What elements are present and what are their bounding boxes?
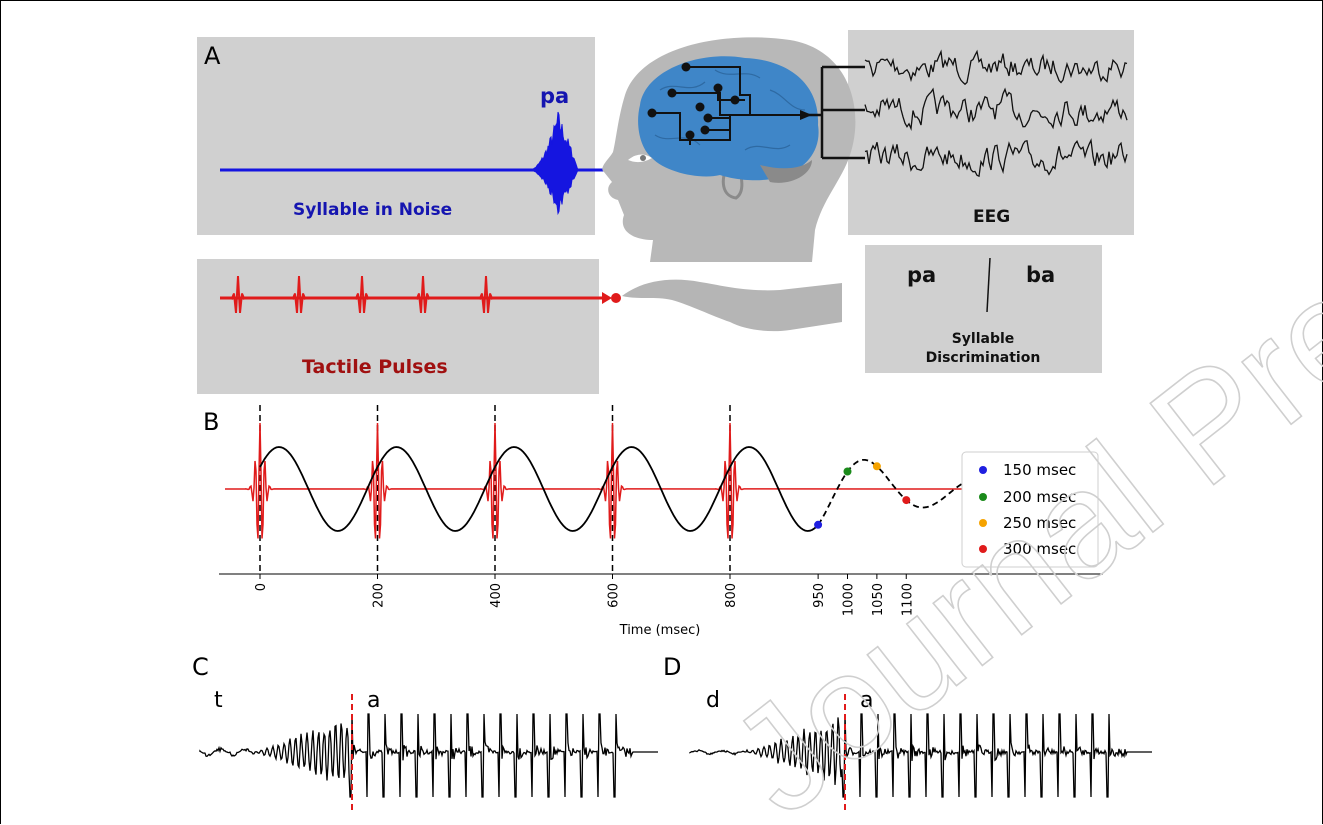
pulse-marker-lines [259, 405, 731, 574]
panel-c: C t a [192, 653, 658, 812]
panel-letter-d: D [663, 653, 681, 681]
eeg-trace-2 [864, 87, 1128, 132]
discrimination-line-1: Syllable [952, 331, 1015, 347]
waveform-ta [199, 713, 658, 798]
legend-label-200: 200 msec [1003, 488, 1076, 506]
tactile-box [197, 259, 599, 394]
tick-label-600: 600 [607, 583, 622, 608]
panel-d: D d a [663, 653, 1152, 812]
legend-marker-200 [979, 493, 987, 501]
x-ticks: 0 200 400 600 800 950 1000 1050 1100 [254, 574, 915, 616]
tick-label-1000: 1000 [842, 583, 857, 616]
legend-marker-300 [979, 545, 987, 553]
panel-a: A pa Syllable in Noise [197, 30, 1134, 394]
brain-icon [638, 56, 819, 183]
syllable-waveform [529, 111, 579, 216]
tick-label-400: 400 [489, 583, 504, 608]
syllable-caption: Syllable in Noise [293, 200, 452, 220]
hand-silhouette [622, 279, 842, 332]
eeg-arrowhead [800, 110, 812, 120]
probe-points [814, 462, 911, 529]
syllable-box [197, 37, 595, 235]
choice-pa: pa [907, 263, 936, 287]
probe-point-1050 [872, 462, 881, 471]
tick-label-1050: 1050 [871, 583, 886, 616]
tactile-contact-dot [611, 293, 621, 303]
panel-letter-a: A [204, 42, 221, 70]
phoneme-a-c: a [367, 688, 380, 713]
eeg-trace-3 [864, 138, 1128, 178]
tactile-pulse-train [225, 422, 966, 539]
tactile-caption: Tactile Pulses [302, 356, 448, 378]
tick-label-200: 200 [372, 583, 387, 608]
eeg-trace-1 [864, 49, 1128, 86]
legend-label-250: 250 msec [1003, 514, 1076, 532]
tick-label-1100: 1100 [900, 583, 915, 616]
entrained-oscillation [259, 446, 818, 532]
tick-label-950: 950 [812, 583, 827, 608]
eeg-caption: EEG [973, 207, 1010, 227]
tick-label-800: 800 [724, 583, 739, 608]
phoneme-d: d [706, 688, 720, 713]
choice-ba: ba [1026, 263, 1055, 287]
panel-letter-b: B [203, 408, 219, 436]
phoneme-a-d: a [860, 688, 873, 713]
tactile-arrowhead [602, 292, 612, 304]
legend-label-150: 150 msec [1003, 461, 1076, 479]
x-axis-label: Time (msec) [619, 623, 701, 638]
legend-marker-250 [979, 519, 987, 527]
phoneme-t: t [214, 688, 223, 713]
legend: 150 msec 200 msec 250 msec 300 msec [961, 451, 1099, 568]
probe-point-1000 [843, 467, 852, 476]
tick-label-0: 0 [254, 583, 269, 591]
panel-letter-c: C [192, 653, 209, 681]
discrimination-box [865, 245, 1102, 373]
probe-point-1100 [902, 496, 911, 505]
discrimination-line-2: Discrimination [926, 350, 1041, 366]
legend-marker-150 [979, 466, 987, 474]
legend-label-300: 300 msec [1003, 540, 1076, 558]
predicted-oscillation [817, 459, 962, 526]
panel-b: B 0 200 400 600 800 950 1000 1050 1100 Time (mse… [203, 405, 1103, 638]
waveform-da [689, 713, 1152, 798]
eeg-box [848, 30, 1134, 235]
tactile-pulse-waveform [229, 275, 495, 314]
syllable-label: pa [540, 84, 569, 108]
probe-point-950 [814, 520, 823, 529]
choice-divider [986, 257, 991, 313]
eye-icon [628, 154, 652, 163]
